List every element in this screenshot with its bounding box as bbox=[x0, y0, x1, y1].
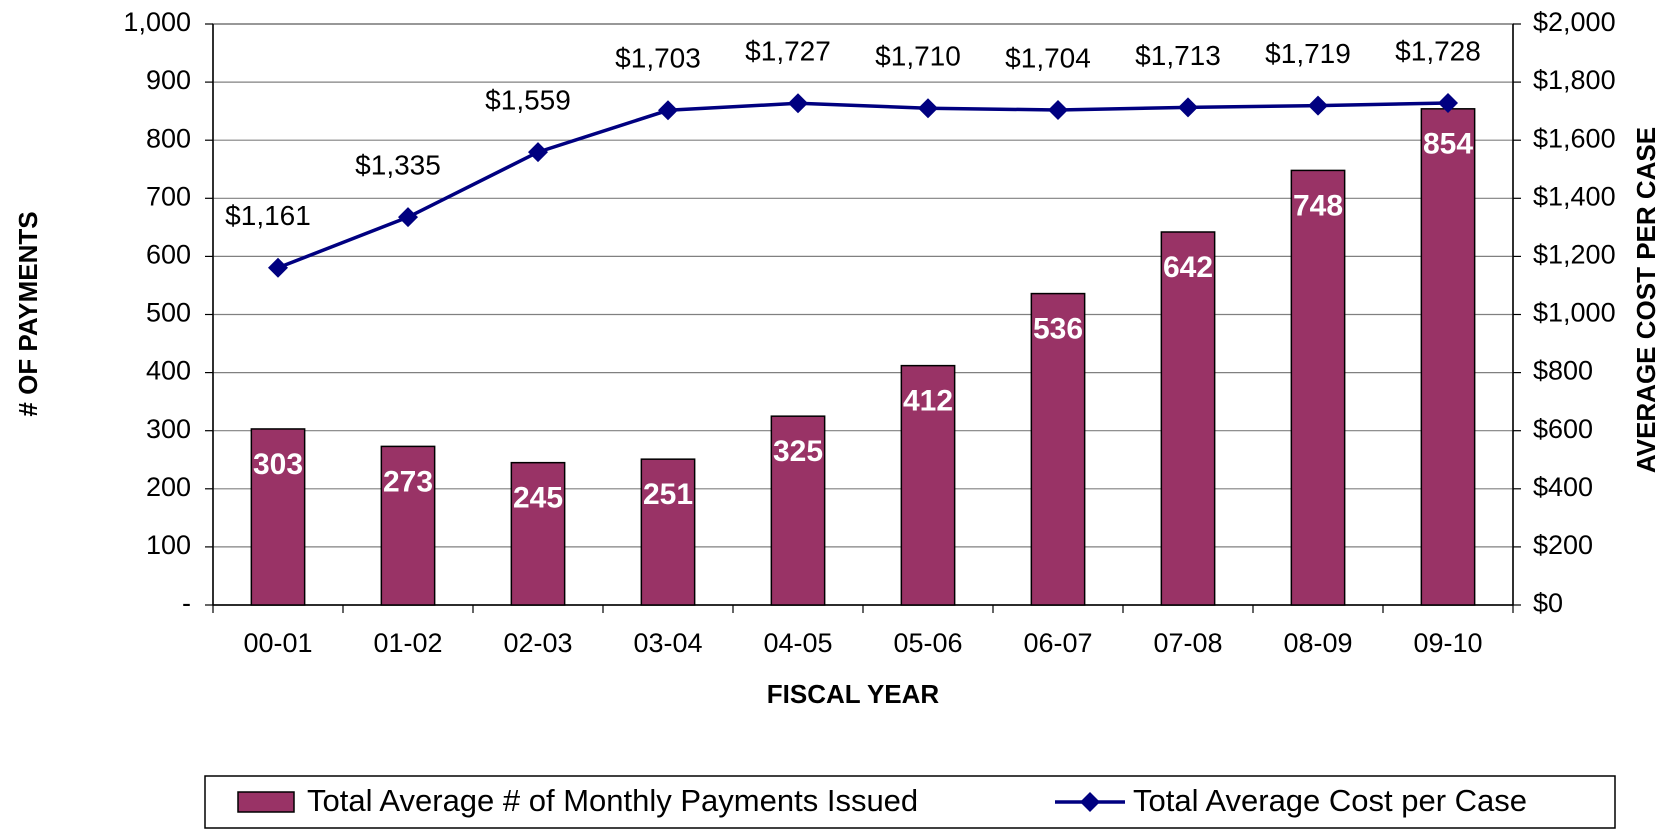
x-axis-title: FISCAL YEAR bbox=[767, 679, 940, 709]
line-label: $1,719 bbox=[1265, 38, 1351, 69]
y2-tick-label: $2,000 bbox=[1533, 7, 1616, 37]
y-tick-label: 500 bbox=[146, 298, 191, 328]
legend-box bbox=[204, 775, 1616, 829]
bar bbox=[510, 461, 566, 606]
x-tick-label: 09-10 bbox=[1413, 628, 1482, 658]
bar bbox=[1160, 231, 1216, 606]
y-axis-title: # OF PAYMENTS bbox=[13, 211, 43, 416]
bar bbox=[1290, 169, 1346, 606]
line-label: $1,559 bbox=[485, 85, 571, 116]
bar-label: 325 bbox=[773, 435, 823, 468]
line-label: $1,161 bbox=[225, 200, 311, 231]
bar-label: 642 bbox=[1163, 251, 1213, 284]
x-tick-label: 04-05 bbox=[763, 628, 832, 658]
bar-label: 748 bbox=[1293, 189, 1343, 222]
bar bbox=[250, 428, 306, 606]
legend-text: Total Average # of Monthly Payments Issu… bbox=[307, 783, 918, 818]
line-marker bbox=[658, 100, 678, 121]
line-marker bbox=[1308, 95, 1328, 116]
line-label: $1,713 bbox=[1135, 40, 1221, 71]
y2-tick-label: $1,600 bbox=[1533, 123, 1616, 153]
bar-label: 273 bbox=[383, 465, 433, 498]
y2-tick-label: $1,800 bbox=[1533, 65, 1616, 95]
line-label: $1,710 bbox=[875, 41, 961, 72]
x-tick-label: 07-08 bbox=[1153, 628, 1222, 658]
x-tick-label: 01-02 bbox=[373, 628, 442, 658]
y2-tick-label: $200 bbox=[1533, 530, 1593, 560]
line-marker bbox=[1048, 99, 1068, 120]
y2-tick-label: $800 bbox=[1533, 356, 1593, 386]
y-tick-label: 400 bbox=[146, 356, 191, 386]
bar bbox=[380, 445, 436, 606]
y-tick-label: 700 bbox=[146, 181, 191, 211]
line-marker bbox=[788, 93, 808, 114]
x-tick-label: 00-01 bbox=[243, 628, 312, 658]
bar bbox=[640, 458, 696, 606]
y2-tick-label: $400 bbox=[1533, 472, 1593, 502]
bar-label: 251 bbox=[643, 478, 693, 511]
y-tick-label: 1,000 bbox=[123, 7, 191, 37]
y-tick-label: 800 bbox=[146, 123, 191, 153]
bar bbox=[900, 364, 956, 606]
legend-swatch bbox=[237, 791, 295, 813]
y-tick-label: 200 bbox=[146, 472, 191, 502]
y-tick-label: 900 bbox=[146, 65, 191, 95]
line-marker bbox=[398, 207, 418, 228]
line-label: $1,703 bbox=[615, 43, 701, 74]
y-tick-label: 600 bbox=[146, 240, 191, 270]
y2-axis-title: AVERAGE COST PER CASE bbox=[1631, 127, 1661, 473]
line-label: $1,704 bbox=[1005, 42, 1091, 73]
y-tick-label: - bbox=[182, 588, 191, 618]
bar-label: 536 bbox=[1033, 313, 1083, 346]
y2-tick-label: $1,000 bbox=[1533, 298, 1616, 328]
bar bbox=[1030, 292, 1086, 606]
x-tick-label: 02-03 bbox=[503, 628, 572, 658]
line-label: $1,728 bbox=[1395, 35, 1481, 66]
bar bbox=[1420, 108, 1476, 606]
line-marker bbox=[918, 98, 938, 119]
legend-marker bbox=[1080, 792, 1100, 812]
y2-tick-label: $1,200 bbox=[1533, 240, 1616, 270]
line-label: $1,335 bbox=[355, 150, 441, 181]
line-marker bbox=[528, 142, 548, 163]
line-marker bbox=[1438, 93, 1458, 114]
bar-label: 412 bbox=[903, 385, 953, 418]
legend-text: Total Average Cost per Case bbox=[1133, 783, 1527, 818]
y2-tick-label: $0 bbox=[1533, 588, 1563, 618]
y2-tick-label: $600 bbox=[1533, 414, 1593, 444]
x-tick-label: 05-06 bbox=[893, 628, 962, 658]
x-tick-label: 03-04 bbox=[633, 628, 702, 658]
line-marker bbox=[1178, 97, 1198, 118]
y-tick-label: 300 bbox=[146, 414, 191, 444]
line-label: $1,727 bbox=[745, 36, 831, 67]
bar-label: 245 bbox=[513, 482, 563, 515]
y2-tick-label: $1,400 bbox=[1533, 181, 1616, 211]
x-tick-label: 06-07 bbox=[1023, 628, 1092, 658]
bar-label: 303 bbox=[253, 448, 303, 481]
line-marker bbox=[268, 257, 288, 278]
bar-label: 854 bbox=[1423, 128, 1473, 161]
y-tick-label: 100 bbox=[146, 530, 191, 560]
line bbox=[277, 101, 1449, 270]
bar bbox=[770, 415, 826, 606]
x-tick-label: 08-09 bbox=[1283, 628, 1352, 658]
